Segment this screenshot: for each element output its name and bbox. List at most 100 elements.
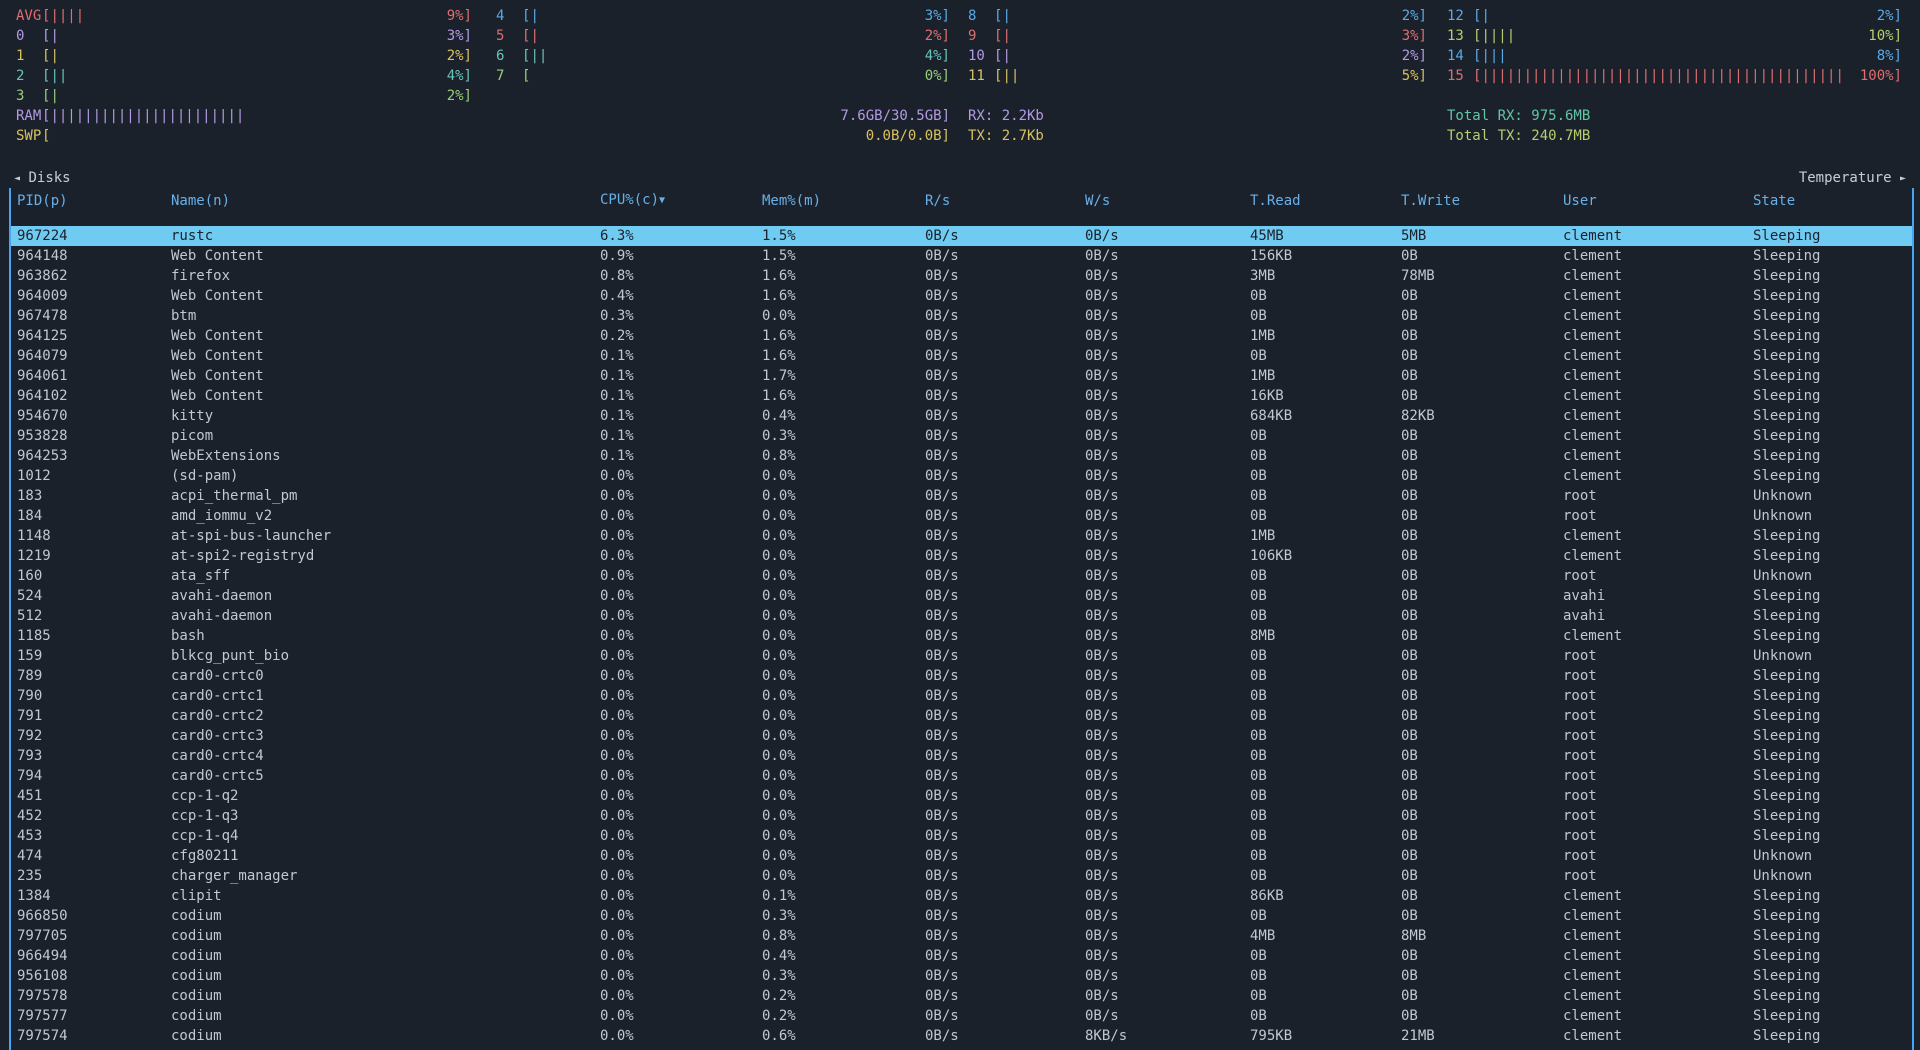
cell-write-rate: 0B/s — [1085, 988, 1119, 1004]
cell-mem: 0.0% — [762, 528, 796, 544]
process-row[interactable]: 1219 at-spi2-registryd 0.0% 0.0% 0B/s 0B/s 106… — [11, 546, 1912, 566]
process-row[interactable]: 789 card0-crtc0 0.0% 0.0% 0B/s 0B/s 0B 0B root Sl… — [11, 666, 1912, 686]
cpu-gauge-9-value: 3%] — [1401, 28, 1427, 44]
column-header-name[interactable]: Name(n) — [171, 193, 231, 209]
cell-total-write: 0B — [1401, 868, 1418, 884]
cell-pid: 797578 — [17, 988, 68, 1004]
process-row[interactable]: 964061 Web Content 0.1% 1.7% 0B/s 0B/s 1MB 0B cl… — [11, 366, 1912, 386]
process-row[interactable]: 183 acpi_thermal_pm 0.0% 0.0% 0B/s 0B/s 0B 0B ro… — [11, 486, 1912, 506]
process-row[interactable]: 964102 Web Content 0.1% 1.6% 0B/s 0B/s 16KB 0B c… — [11, 386, 1912, 406]
process-row[interactable]: 184 amd_iommu_v2 0.0% 0.0% 0B/s 0B/s 0B 0B root U… — [11, 506, 1912, 526]
process-row[interactable]: 797574 codium 0.0% 0.6% 0B/s 8KB/s 795KB 21MB cl… — [11, 1026, 1912, 1046]
cell-total-read: 1MB — [1250, 328, 1276, 344]
column-header-total-read[interactable]: T.Read — [1250, 193, 1301, 209]
cell-write-rate: 0B/s — [1085, 488, 1119, 504]
carousel-right-arrow-icon[interactable]: ► — [1899, 173, 1906, 184]
process-row[interactable]: 793 card0-crtc4 0.0% 0.0% 0B/s 0B/s 0B 0B root Sl… — [11, 746, 1912, 766]
cell-cpu: 0.4% — [600, 288, 634, 304]
process-row[interactable]: 797705 codium 0.0% 0.8% 0B/s 0B/s 4MB 8MB clemen… — [11, 926, 1912, 946]
cell-read-rate: 0B/s — [925, 1028, 959, 1044]
cell-mem: 0.3% — [762, 908, 796, 924]
cell-pid: 452 — [17, 808, 43, 824]
cell-write-rate: 0B/s — [1085, 508, 1119, 524]
temperature-tab[interactable]: Temperature ► — [1799, 168, 1906, 188]
cell-pid: 953828 — [17, 428, 68, 444]
process-row[interactable]: 159 blkcg_punt_bio 0.0% 0.0% 0B/s 0B/s 0B 0B roo… — [11, 646, 1912, 666]
process-row[interactable]: 964253 WebExtensions 0.1% 0.8% 0B/s 0B/s 0B 0B c… — [11, 446, 1912, 466]
cell-name: codium — [171, 928, 222, 944]
process-row[interactable]: 792 card0-crtc3 0.0% 0.0% 0B/s 0B/s 0B 0B root Sl… — [11, 726, 1912, 746]
process-row[interactable]: 797577 codium 0.0% 0.2% 0B/s 0B/s 0B 0B clement S… — [11, 1006, 1912, 1026]
process-row[interactable]: 953828 picom 0.1% 0.3% 0B/s 0B/s 0B 0B clement Sl… — [11, 426, 1912, 446]
cell-user: clement — [1563, 888, 1623, 904]
cell-state: Sleeping — [1753, 748, 1821, 764]
process-row[interactable]: 1384 clipit 0.0% 0.1% 0B/s 0B/s 86KB 0B clement S… — [11, 886, 1912, 906]
process-row[interactable]: 1012 (sd-pam) 0.0% 0.0% 0B/s 0B/s 0B 0B clement S… — [11, 466, 1912, 486]
cell-read-rate: 0B/s — [925, 448, 959, 464]
process-row-selected[interactable]: 967224 rustc 6.3% 1.5% 0B/s 0B/s 45MB 5MB clemen… — [11, 226, 1912, 246]
cpu-gauge-14-label: 14 — [1447, 48, 1464, 64]
cell-pid: 964102 — [17, 388, 68, 404]
process-row[interactable]: 954670 kitty 0.1% 0.4% 0B/s 0B/s 684KB 82KB clem… — [11, 406, 1912, 426]
column-header-total-write[interactable]: T.Write — [1401, 193, 1461, 209]
cell-user: clement — [1563, 468, 1623, 484]
cell-write-rate: 8KB/s — [1085, 1028, 1128, 1044]
process-row[interactable]: 1185 bash 0.0% 0.0% 0B/s 0B/s 8MB 0B clement Slee… — [11, 626, 1912, 646]
cell-mem: 0.1% — [762, 888, 796, 904]
process-row[interactable]: 791 card0-crtc2 0.0% 0.0% 0B/s 0B/s 0B 0B root Sl… — [11, 706, 1912, 726]
cell-pid: 1384 — [17, 888, 51, 904]
process-row[interactable]: 453 ccp-1-q4 0.0% 0.0% 0B/s 0B/s 0B 0B root Sleep… — [11, 826, 1912, 846]
process-row[interactable]: 956108 codium 0.0% 0.3% 0B/s 0B/s 0B 0B clement S… — [11, 966, 1912, 986]
cell-total-read: 0B — [1250, 668, 1267, 684]
column-header-read-rate[interactable]: R/s — [925, 193, 951, 209]
process-row[interactable]: 452 ccp-1-q3 0.0% 0.0% 0B/s 0B/s 0B 0B root Sleep… — [11, 806, 1912, 826]
disks-tab[interactable]: ◄ Disks — [14, 168, 71, 188]
process-row[interactable]: 964079 Web Content 0.1% 1.6% 0B/s 0B/s 0B 0B cle… — [11, 346, 1912, 366]
process-row[interactable]: 964125 Web Content 0.2% 1.6% 0B/s 0B/s 1MB 0B cl… — [11, 326, 1912, 346]
cpu-gauge-0: 0 [| 3%] — [16, 26, 472, 46]
cpu-gauge-10-value: 2%] — [1401, 48, 1427, 64]
process-row[interactable]: 963862 firefox 0.8% 1.6% 0B/s 0B/s 3MB 78MB clem… — [11, 266, 1912, 286]
process-row[interactable]: 451 ccp-1-q2 0.0% 0.0% 0B/s 0B/s 0B 0B root Sleep… — [11, 786, 1912, 806]
process-row[interactable]: 474 cfg80211 0.0% 0.0% 0B/s 0B/s 0B 0B root Unkno… — [11, 846, 1912, 866]
process-row[interactable]: 964009 Web Content 0.4% 1.6% 0B/s 0B/s 0B 0B cle… — [11, 286, 1912, 306]
process-row[interactable]: 966850 codium 0.0% 0.3% 0B/s 0B/s 0B 0B clement S… — [11, 906, 1912, 926]
process-row[interactable]: 964148 Web Content 0.9% 1.5% 0B/s 0B/s 156KB 0B… — [11, 246, 1912, 266]
cpu-gauge-11-value: 5%] — [1401, 68, 1427, 84]
column-header-user[interactable]: User — [1563, 193, 1597, 209]
process-row[interactable]: 797578 codium 0.0% 0.2% 0B/s 0B/s 0B 0B clement S… — [11, 986, 1912, 1006]
column-header-cpu[interactable]: CPU%(c)▼ — [600, 190, 762, 212]
cell-mem: 0.0% — [762, 668, 796, 684]
column-header-pid[interactable]: PID(p) — [17, 193, 68, 209]
cell-cpu: 0.0% — [600, 468, 634, 484]
cell-user: clement — [1563, 368, 1623, 384]
cell-pid: 453 — [17, 828, 43, 844]
cell-state: Sleeping — [1753, 428, 1821, 444]
cell-pid: 789 — [17, 668, 43, 684]
cpu-gauge-12-label: 12 — [1447, 8, 1464, 24]
cell-total-write: 0B — [1401, 748, 1418, 764]
process-row[interactable]: 794 card0-crtc5 0.0% 0.0% 0B/s 0B/s 0B 0B root Sl… — [11, 766, 1912, 786]
process-row[interactable]: 512 avahi-daemon 0.0% 0.0% 0B/s 0B/s 0B 0B avahi… — [11, 606, 1912, 626]
process-row[interactable]: 966494 codium 0.0% 0.4% 0B/s 0B/s 0B 0B clement S… — [11, 946, 1912, 966]
cpu-gauge-avg-fill: |||| — [50, 8, 85, 24]
column-header-state[interactable]: State — [1753, 193, 1796, 209]
cpu-gauge-3-fill: | — [50, 88, 59, 104]
process-row[interactable]: 967478 btm 0.3% 0.0% 0B/s 0B/s 0B 0B clement Slee… — [11, 306, 1912, 326]
cell-read-rate: 0B/s — [925, 748, 959, 764]
cell-read-rate: 0B/s — [925, 428, 959, 444]
process-row[interactable]: 1148 at-spi-bus-launcher 0.0% 0.0% 0B/s 0B/s 1… — [11, 526, 1912, 546]
cell-state: Sleeping — [1753, 688, 1821, 704]
process-row[interactable]: 524 avahi-daemon 0.0% 0.0% 0B/s 0B/s 0B 0B avahi… — [11, 586, 1912, 606]
cell-total-write: 0B — [1401, 688, 1418, 704]
process-row[interactable]: 790 card0-crtc1 0.0% 0.0% 0B/s 0B/s 0B 0B root Sl… — [11, 686, 1912, 706]
process-row[interactable]: 235 charger_manager 0.0% 0.0% 0B/s 0B/s 0B 0B ro… — [11, 866, 1912, 886]
carousel-left-arrow-icon[interactable]: ◄ — [14, 173, 21, 184]
cpu-gauge-6-bar: [|| 4%] — [522, 48, 950, 64]
cell-user: root — [1563, 688, 1597, 704]
cpu-gauge-8-fill: | — [1002, 8, 1011, 24]
process-row[interactable]: 160 ata_sff 0.0% 0.0% 0B/s 0B/s 0B 0B root Unknow… — [11, 566, 1912, 586]
cell-mem: 0.0% — [762, 848, 796, 864]
column-header-write-rate[interactable]: W/s — [1085, 193, 1111, 209]
column-header-mem[interactable]: Mem%(m) — [762, 193, 822, 209]
